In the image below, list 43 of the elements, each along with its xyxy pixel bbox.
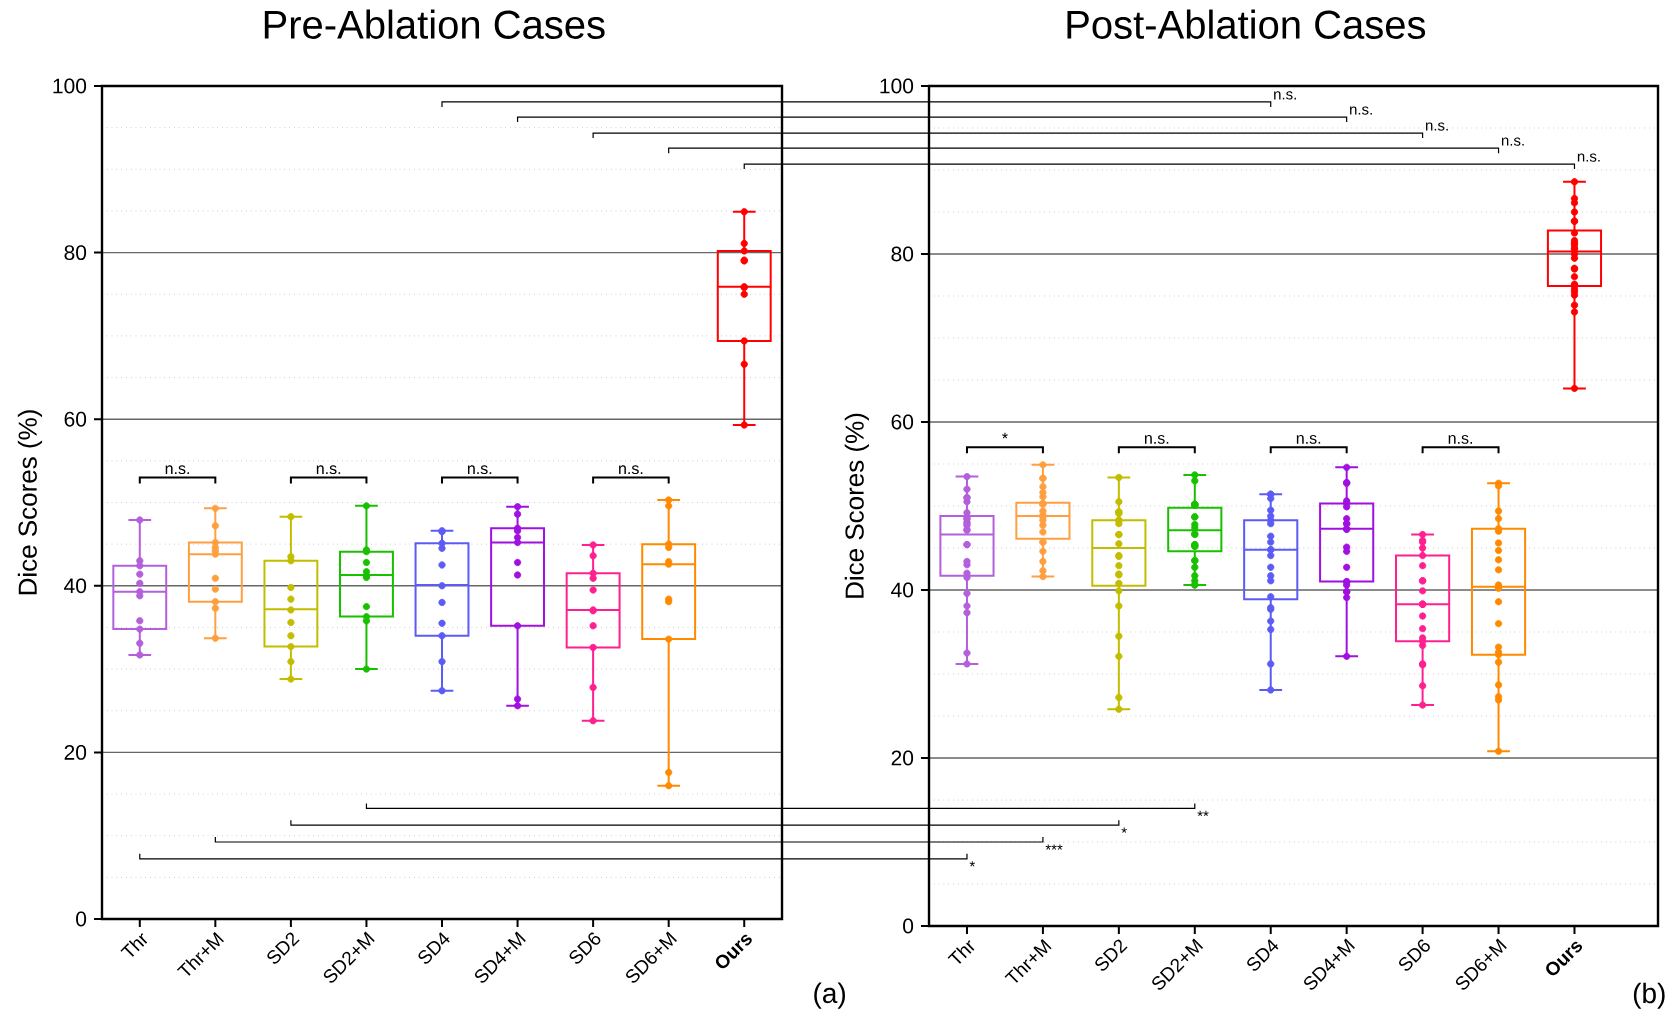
- y-tick-label: 80: [891, 246, 914, 262]
- x-tick-label: SD4: [1247, 939, 1279, 971]
- annotation: n.s.: [1501, 137, 1524, 146]
- annotation: ***: [1045, 844, 1063, 850]
- annotation: n.s.: [619, 465, 643, 475]
- annotation: n.s.: [165, 465, 189, 475]
- y-tick-label: 80: [64, 245, 87, 261]
- y-tick-label: 100: [53, 78, 87, 94]
- y-tick-label: 100: [880, 78, 914, 94]
- y-tick-label: 60: [64, 411, 87, 427]
- y-tick-label: 40: [891, 582, 914, 598]
- x-tick-label: SD6: [569, 932, 601, 964]
- x-tick-label: Thr: [120, 933, 148, 957]
- annotation: *: [1002, 432, 1008, 439]
- chart-title: Post-Ablation Cases: [1067, 9, 1426, 39]
- y-tick-label: 20: [891, 750, 914, 766]
- y-axis-title: Dice Scores (%): [844, 413, 869, 598]
- annotation: n.s.: [1296, 435, 1321, 444]
- annotation: n.s.: [1144, 435, 1169, 444]
- annotation: n.s.: [467, 465, 492, 475]
- x-tick-label: Thr: [947, 940, 975, 964]
- y-tick-label: 40: [64, 578, 87, 594]
- x-tick-label: SD4: [418, 932, 450, 964]
- chart-title: Pre-Ablation Cases: [264, 9, 605, 39]
- annotation: n.s.: [1426, 122, 1448, 131]
- text: (a): [814, 982, 845, 1009]
- x-tick-label: SD6: [1399, 939, 1430, 971]
- y-tick-label: 20: [64, 744, 87, 760]
- text: (b): [1633, 982, 1665, 1009]
- x-tick-label: SD2: [267, 932, 300, 964]
- annotation: n.s.: [1274, 91, 1296, 100]
- annotation: n.s.: [1577, 153, 1600, 162]
- annotation: *: [1121, 827, 1127, 833]
- annotation: n.s.: [316, 465, 341, 475]
- y-tick-label: 0: [76, 911, 87, 927]
- annotation: **: [1197, 810, 1209, 817]
- y-tick-label: 60: [891, 414, 914, 430]
- y-axis-title: Dice Scores (%): [17, 410, 43, 595]
- annotation: n.s.: [1350, 106, 1372, 115]
- y-tick-label: 0: [903, 918, 914, 934]
- annotation: *: [969, 861, 975, 867]
- annotation: n.s.: [1448, 435, 1472, 444]
- x-tick-label: SD2: [1095, 939, 1128, 971]
